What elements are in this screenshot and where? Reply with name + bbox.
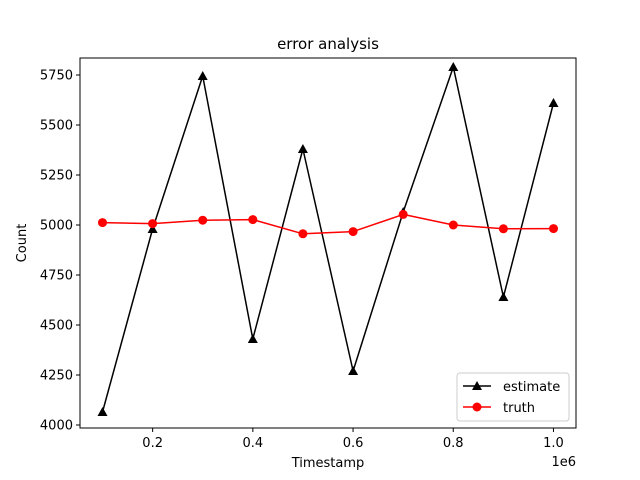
series-line-estimate	[101, 66, 555, 413]
legend-truth-label: truth	[503, 401, 535, 416]
y-tick-label: 4000	[40, 419, 73, 434]
data-point-estimate	[247, 334, 258, 343]
x-axis-offset-label: 1e6	[551, 455, 576, 470]
y-axis-title: Count	[15, 224, 30, 263]
chart-title: error analysis	[277, 35, 379, 53]
data-point-estimate	[548, 98, 559, 107]
x-axis-title: Timestamp	[291, 456, 365, 471]
data-point-estimate	[197, 71, 208, 80]
y-tick-label: 4250	[40, 369, 73, 384]
data-point-truth	[248, 215, 258, 225]
x-tick-label: 0.8	[443, 436, 464, 451]
plot-area	[80, 58, 576, 428]
legend-estimate-label: estimate	[503, 380, 560, 395]
data-point-truth	[398, 209, 408, 219]
data-point-truth	[348, 227, 358, 237]
data-point-estimate	[97, 407, 108, 416]
data-point-estimate	[498, 292, 509, 301]
x-tick-label: 0.6	[343, 436, 364, 451]
y-tick-label: 4500	[40, 319, 73, 334]
data-point-truth	[198, 215, 208, 225]
data-point-estimate	[348, 366, 359, 375]
data-point-estimate	[448, 62, 459, 71]
plot-frame	[79, 57, 577, 429]
legend-truth-marker	[472, 402, 482, 412]
data-point-truth	[98, 218, 107, 228]
y-tick-label: 5000	[40, 219, 73, 234]
legend-box	[456, 372, 570, 422]
legend-estimate-marker	[472, 381, 482, 390]
data-point-estimate	[147, 224, 158, 233]
y-tick-label: 5500	[40, 119, 73, 134]
data-point-truth	[298, 229, 308, 239]
x-tick-label: 0.2	[142, 436, 163, 451]
data-point-truth	[148, 219, 158, 229]
y-tick-label: 5250	[40, 169, 73, 184]
x-tick-label: 1.0	[543, 436, 564, 451]
data-point-truth	[549, 224, 558, 234]
data-point-estimate	[297, 144, 308, 153]
x-tick-label: 0.4	[243, 436, 264, 451]
legend: estimate truth	[456, 372, 570, 422]
data-point-truth	[498, 224, 508, 234]
y-tick-label: 4750	[40, 269, 73, 284]
data-point-truth	[448, 220, 458, 230]
series-line-truth	[102, 213, 554, 235]
y-tick-label: 5750	[40, 69, 73, 84]
